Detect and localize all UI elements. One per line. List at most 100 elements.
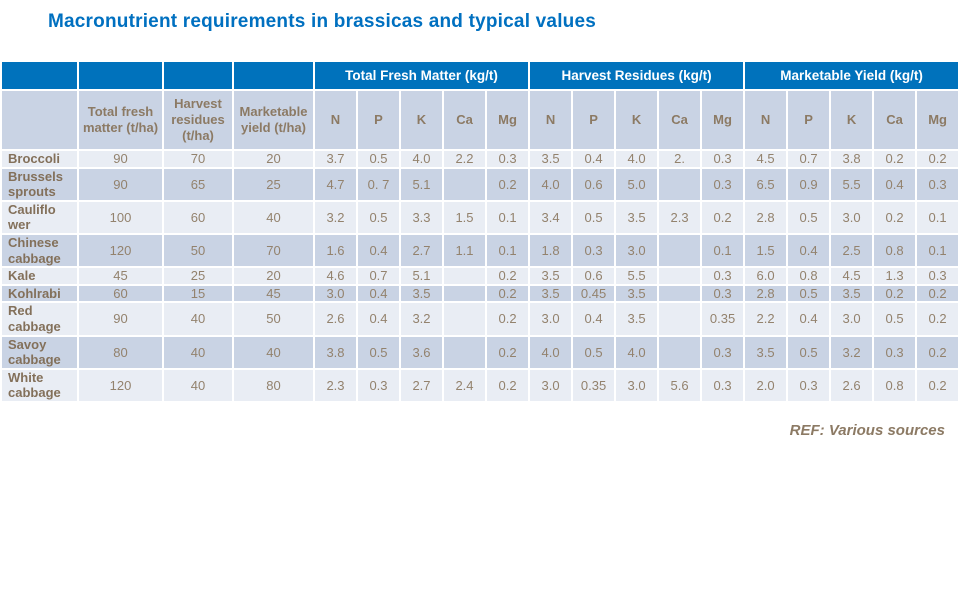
- nutrient-header-cell: P: [356, 89, 401, 151]
- group-header-total-fresh-matter: Total Fresh Matter (kg/t): [312, 60, 531, 91]
- data-cell: 0.2: [872, 283, 918, 304]
- data-cell: [442, 283, 487, 304]
- data-cell: 90: [77, 149, 164, 169]
- data-cell: 0.5: [786, 199, 832, 235]
- data-cell: 0.5: [786, 334, 832, 370]
- data-cell: 0.7: [356, 266, 401, 286]
- data-cell: 3.5: [528, 149, 574, 169]
- data-cell: 2.2: [743, 301, 789, 337]
- data-cell: 5.0: [614, 166, 660, 202]
- data-cell: 3.0: [313, 283, 358, 304]
- data-cell: 3.8: [829, 149, 875, 169]
- data-cell: 0.3: [872, 334, 918, 370]
- nutrient-header-cell: Ca: [442, 89, 487, 151]
- data-cell: 4.5: [829, 266, 875, 286]
- data-cell: 65: [162, 166, 234, 202]
- data-cell: 0.1: [484, 232, 531, 269]
- data-cell: 0.2: [484, 334, 531, 370]
- data-cell: [657, 283, 703, 304]
- data-cell: 2.4: [442, 367, 487, 403]
- data-cell: 4.0: [528, 334, 574, 370]
- data-cell: 2.5: [829, 232, 875, 269]
- data-cell: 4.0: [399, 149, 444, 169]
- row-label: Brussels sprouts: [0, 166, 79, 202]
- data-cell: 3.0: [528, 301, 574, 337]
- header-spacer-cell: [232, 60, 315, 91]
- data-cell: 2.3: [313, 367, 358, 403]
- data-cell: 0.2: [700, 199, 746, 235]
- nutrient-header-cell: Mg: [915, 89, 958, 151]
- group-header-row: Total Fresh Matter (kg/t) Harvest Residu…: [0, 60, 958, 91]
- data-cell: 0.5: [356, 149, 401, 169]
- nutrient-header-cell: Mg: [484, 89, 531, 151]
- data-cell: 3.2: [399, 301, 444, 337]
- data-cell: 2.6: [829, 367, 875, 403]
- data-cell: 0.2: [915, 149, 958, 169]
- data-cell: 0.45: [571, 283, 617, 304]
- data-cell: 0.3: [700, 283, 746, 304]
- data-cell: 3.5: [399, 283, 444, 304]
- data-cell: 20: [232, 149, 315, 169]
- header-spacer-cell: [77, 60, 164, 91]
- data-cell: 3.6: [399, 334, 444, 370]
- data-cell: 0.35: [571, 367, 617, 403]
- header-spacer-cell: [162, 60, 234, 91]
- data-cell: 4.7: [313, 166, 358, 202]
- data-cell: 1.5: [442, 199, 487, 235]
- data-cell: 0.2: [484, 367, 531, 403]
- data-cell: 40: [162, 334, 234, 370]
- data-cell: 0.8: [872, 367, 918, 403]
- data-cell: 0.1: [915, 199, 958, 235]
- data-cell: 1.1: [442, 232, 487, 269]
- group-header-harvest-residues: Harvest Residues (kg/t): [528, 60, 746, 91]
- data-cell: 0.3: [700, 166, 746, 202]
- header-spacer-cell: [0, 60, 79, 91]
- table-body: Broccoli 90 70 20 3.7 0.5 4.0 2.2 0.3 3.5 0.4 4.0 2.…: [0, 149, 958, 403]
- table-row: Kale 45 25 20 4.6 0.7 5.1 0.2 3.5 0.6 5.5 0.3 6.0 0.8…: [0, 266, 958, 286]
- data-cell: [657, 232, 703, 269]
- data-cell: 0.2: [872, 199, 918, 235]
- data-cell: 6.5: [743, 166, 789, 202]
- data-cell: 0.2: [915, 301, 958, 337]
- group-header-marketable-yield: Marketable Yield (kg/t): [743, 60, 958, 91]
- data-cell: 2.: [657, 149, 703, 169]
- data-cell: 15: [162, 283, 234, 304]
- row-label: Savoy cabbage: [0, 334, 79, 370]
- data-cell: 0.2: [484, 266, 531, 286]
- data-cell: 80: [232, 367, 315, 403]
- data-cell: 5.5: [829, 166, 875, 202]
- data-cell: 0.3: [915, 166, 958, 202]
- table-row: Chinese cabbage 120 50 70 1.6 0.4 2.7 1.1 0.1 1.8…: [0, 232, 958, 269]
- data-cell: 0.2: [484, 283, 531, 304]
- data-cell: 0.3: [915, 266, 958, 286]
- subheader-harvest-residues: Harvest residues (t/ha): [162, 89, 234, 151]
- data-cell: 90: [77, 166, 164, 202]
- data-cell: 2.8: [743, 199, 789, 235]
- nutrient-header-cell: N: [313, 89, 358, 151]
- data-cell: 2.2: [442, 149, 487, 169]
- data-cell: 3.5: [829, 283, 875, 304]
- data-cell: 40: [232, 334, 315, 370]
- data-cell: 0.5: [571, 199, 617, 235]
- data-cell: 0.2: [915, 334, 958, 370]
- data-cell: 40: [162, 301, 234, 337]
- data-cell: 0.3: [571, 232, 617, 269]
- data-cell: 3.0: [614, 232, 660, 269]
- nutrient-header-cell: K: [399, 89, 444, 151]
- data-cell: 3.2: [313, 199, 358, 235]
- nutrient-header-cell: Ca: [872, 89, 918, 151]
- data-cell: 5.1: [399, 166, 444, 202]
- data-cell: 0.5: [356, 199, 401, 235]
- data-cell: 4.6: [313, 266, 358, 286]
- data-cell: 0.3: [700, 367, 746, 403]
- data-cell: 4.5: [743, 149, 789, 169]
- data-cell: 3.5: [614, 283, 660, 304]
- data-cell: 3.2: [829, 334, 875, 370]
- data-cell: 0.4: [356, 283, 401, 304]
- nutrient-header-cell: N: [743, 89, 789, 151]
- data-cell: 70: [232, 232, 315, 269]
- subheader-spacer-cell: [0, 89, 79, 151]
- data-cell: 25: [162, 266, 234, 286]
- row-label: Red cabbage: [0, 301, 79, 337]
- data-cell: 0.3: [356, 367, 401, 403]
